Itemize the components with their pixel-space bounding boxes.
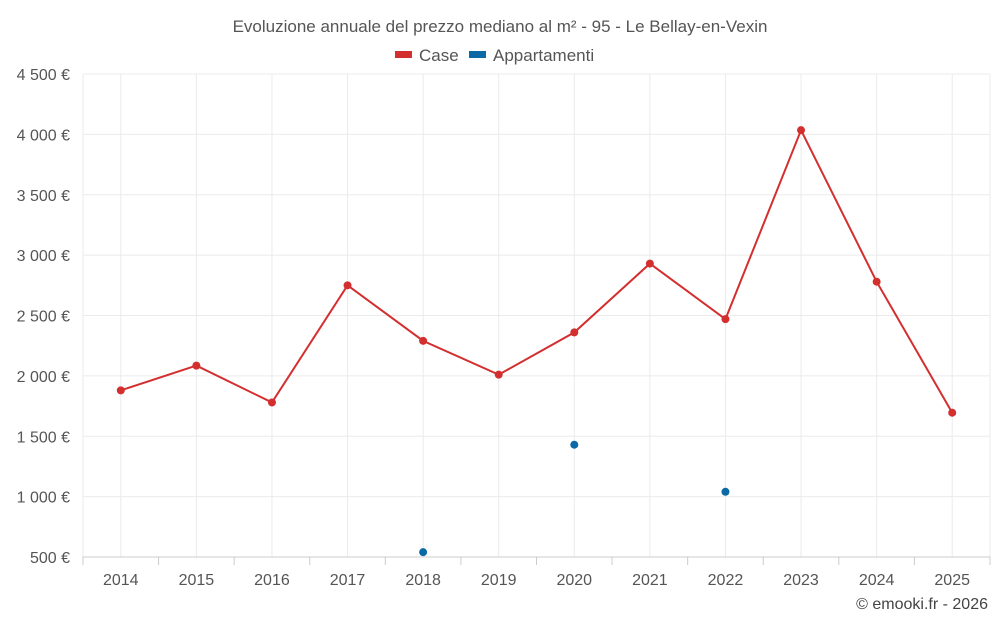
x-tick-label: 2015 bbox=[179, 572, 215, 589]
data-point-case bbox=[419, 336, 428, 345]
x-tick-label: 2020 bbox=[556, 572, 592, 589]
x-tick-label: 2023 bbox=[783, 572, 819, 589]
data-point-case bbox=[872, 277, 881, 286]
y-axis: 500 € 1 000 € 1 500 € 2 000 € 2 500 € 3 000 €… bbox=[17, 67, 70, 567]
legend-swatch-case bbox=[395, 51, 412, 58]
x-tick-label: 2021 bbox=[632, 572, 668, 589]
data-point-case bbox=[116, 386, 125, 395]
credit: © emooki.fr - 2026 bbox=[856, 596, 988, 613]
series-line-case bbox=[120, 127, 954, 414]
x-axis: 2014 2015 2016 2017 2018 2019 2020 2021 2022 2023… bbox=[82, 556, 991, 589]
grid bbox=[82, 73, 991, 557]
x-tick-label: 2024 bbox=[859, 572, 895, 589]
chart-title: Evoluzione annuale del prezzo mediano al… bbox=[233, 17, 768, 36]
y-tick-label: 4 500 € bbox=[17, 67, 70, 84]
y-tick-label: 3 000 € bbox=[17, 248, 70, 265]
y-tick-label: 1 000 € bbox=[17, 490, 70, 507]
y-tick-label: 500 € bbox=[30, 550, 70, 567]
data-point-appartamenti bbox=[419, 548, 428, 557]
data-point-case bbox=[570, 328, 579, 337]
x-tick-label: 2017 bbox=[330, 572, 366, 589]
x-tick-label: 2014 bbox=[103, 572, 139, 589]
data-point-case bbox=[267, 398, 276, 407]
data-point-appartamenti bbox=[570, 440, 579, 449]
x-tick-label: 2016 bbox=[254, 572, 290, 589]
data-point-case bbox=[192, 361, 201, 370]
legend-swatch-appartamenti bbox=[469, 51, 486, 58]
legend: Case Appartamenti bbox=[395, 46, 594, 65]
data-point-case bbox=[645, 259, 654, 268]
y-tick-label: 2 500 € bbox=[17, 309, 70, 326]
y-tick-label: 1 500 € bbox=[17, 429, 70, 446]
data-point-case bbox=[948, 408, 957, 417]
y-tick-label: 3 500 € bbox=[17, 188, 70, 205]
data-point-case bbox=[797, 126, 806, 135]
data-point-case bbox=[494, 370, 503, 379]
y-tick-label: 2 000 € bbox=[17, 369, 70, 386]
y-tick-label: 4 000 € bbox=[17, 127, 70, 144]
legend-label-appartamenti[interactable]: Appartamenti bbox=[493, 46, 594, 65]
x-tick-label: 2022 bbox=[708, 572, 744, 589]
data-point-case bbox=[721, 315, 730, 324]
data-point-case bbox=[343, 281, 352, 290]
series-layer bbox=[116, 126, 957, 557]
data-point-appartamenti bbox=[721, 487, 730, 496]
legend-label-case[interactable]: Case bbox=[419, 46, 459, 65]
x-tick-label: 2025 bbox=[934, 572, 970, 589]
x-tick-label: 2019 bbox=[481, 572, 517, 589]
x-tick-label: 2018 bbox=[405, 572, 441, 589]
